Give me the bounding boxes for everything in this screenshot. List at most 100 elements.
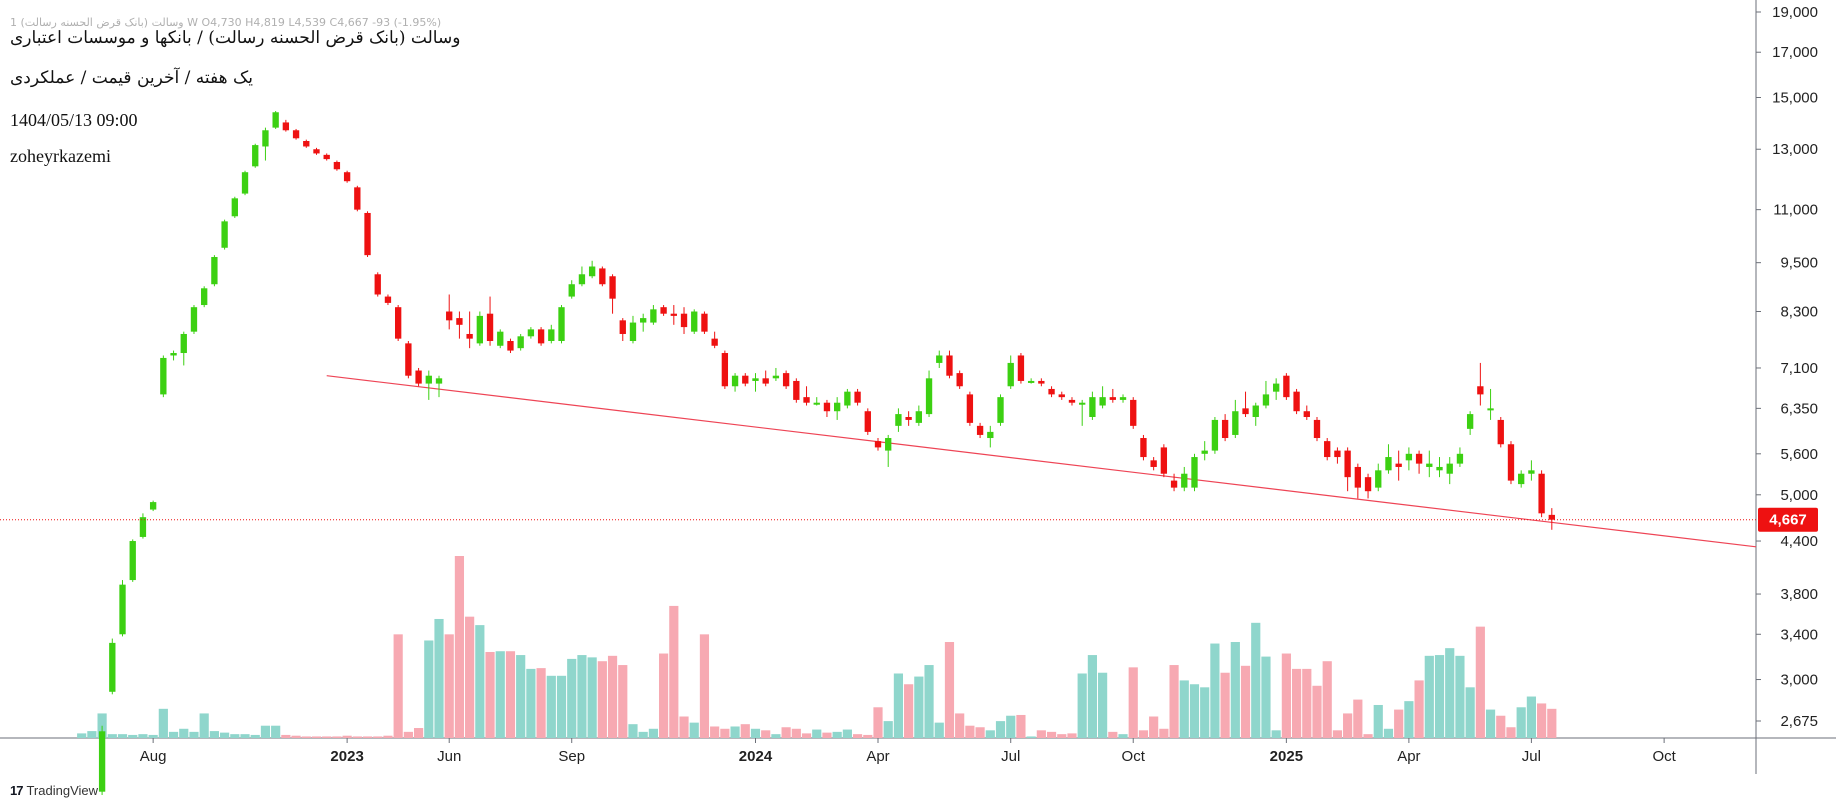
volume-bar [761,730,771,738]
volume-bar [791,728,801,738]
volume-bar [1261,656,1271,738]
volume-bar [750,728,761,738]
volume-bar [1526,696,1536,738]
volume-bar [128,734,138,738]
candle-body [660,307,667,314]
volume-bar [965,725,975,738]
y-tick-label: 7,100 [1780,360,1818,377]
volume-bar [1057,734,1067,738]
candle-body [527,329,535,337]
candle-body [1354,466,1361,488]
candle-body [282,122,290,131]
candle-body [823,402,831,412]
candle-body [1221,419,1229,439]
candle-body [885,438,892,451]
price-tag-box [1758,507,1818,532]
candle-body [1518,473,1525,485]
volume-bar [1506,727,1516,738]
support-trendline[interactable] [326,375,1757,548]
volume-bar [322,736,332,738]
y-tick-label: 11,000 [1773,202,1818,219]
candle-body [670,313,677,316]
volume-bar [781,727,791,738]
volume-bar [669,605,679,738]
candle-body [456,318,463,325]
candle-body [190,307,198,332]
candle-body [680,313,688,328]
volume-bar [1343,713,1353,738]
candle-body [558,307,565,341]
time-axis[interactable]: Aug 2023 Jun Sep 2024 Apr Jul Oct 2025 Apr Jul Oct [140,738,1677,765]
x-tick-label: Sep [558,748,585,765]
volume-bar [1383,728,1394,738]
candle-body [272,112,279,128]
current-price-tag: 4,667 [1758,507,1818,532]
candle-body [599,268,606,285]
volume-bar [1271,730,1281,738]
volume-bar [485,651,495,738]
volume-bar [985,730,995,738]
volume-bar [1434,655,1445,738]
candle-body [1099,397,1106,406]
tradingview-brand: TradingView [26,783,99,798]
volume-bar [1159,728,1169,738]
x-tick-label: Jun [437,748,461,765]
volume-bar [1169,665,1179,738]
candle-body [874,441,882,448]
volume-bar [1118,734,1128,738]
volume-bar [832,731,842,738]
y-tick-label: 8,300 [1780,304,1818,321]
candle-body [1252,405,1259,417]
candle-body [384,296,392,303]
candle-body [1487,408,1494,411]
y-tick-label: 13,000 [1772,141,1818,158]
candle-body [578,274,586,285]
candle-body [446,311,453,321]
candle-body [1201,450,1208,454]
trendline-layer[interactable] [326,375,1757,548]
tradingview-footer[interactable]: 17 TradingView [10,783,98,798]
candle-body [333,161,341,170]
volume-bar [1465,687,1475,738]
candle-body [1446,463,1453,474]
volume-bar [311,736,322,738]
candle-body [905,417,912,420]
candle-body [1079,402,1086,405]
volume-bar [587,657,597,738]
volume-bar [812,729,822,738]
x-tick-label: Oct [1122,748,1146,765]
x-tick-label: Apr [1397,748,1420,765]
candle-body [1548,514,1555,520]
candle-body [1375,470,1382,488]
volume-bar [465,616,475,738]
volume-bar [291,735,301,738]
candle-body [650,309,657,323]
volume-bar [1281,653,1291,738]
price-axis[interactable]: 2,675 3,000 3,400 3,800 4,400 5,000 5,600 6,350… [1756,4,1818,730]
volume-bar [914,676,924,738]
candle-body [925,378,933,415]
volume-bar [424,640,434,738]
volume-bar [1537,703,1547,738]
volume-bar [1210,643,1220,738]
candle-body [1497,419,1504,445]
candle-body [415,370,422,384]
volume-bar [801,733,812,738]
volume-bar [1179,680,1189,738]
candle-body [435,378,443,384]
x-tick-label: 2023 [330,748,363,765]
y-tick-label: 15,000 [1772,89,1818,106]
volume-bar [710,726,720,738]
volume-bar [148,734,158,738]
volume-bar [77,733,87,738]
volume-bar [699,634,710,738]
candle-body [1191,457,1198,488]
volume-bar [403,731,413,738]
candle-body [609,276,616,299]
candle-body [1538,473,1545,514]
y-tick-label: 4,400 [1780,533,1818,550]
candle-body [966,394,974,423]
candle-body [466,333,473,339]
volume-bar [1353,699,1363,738]
